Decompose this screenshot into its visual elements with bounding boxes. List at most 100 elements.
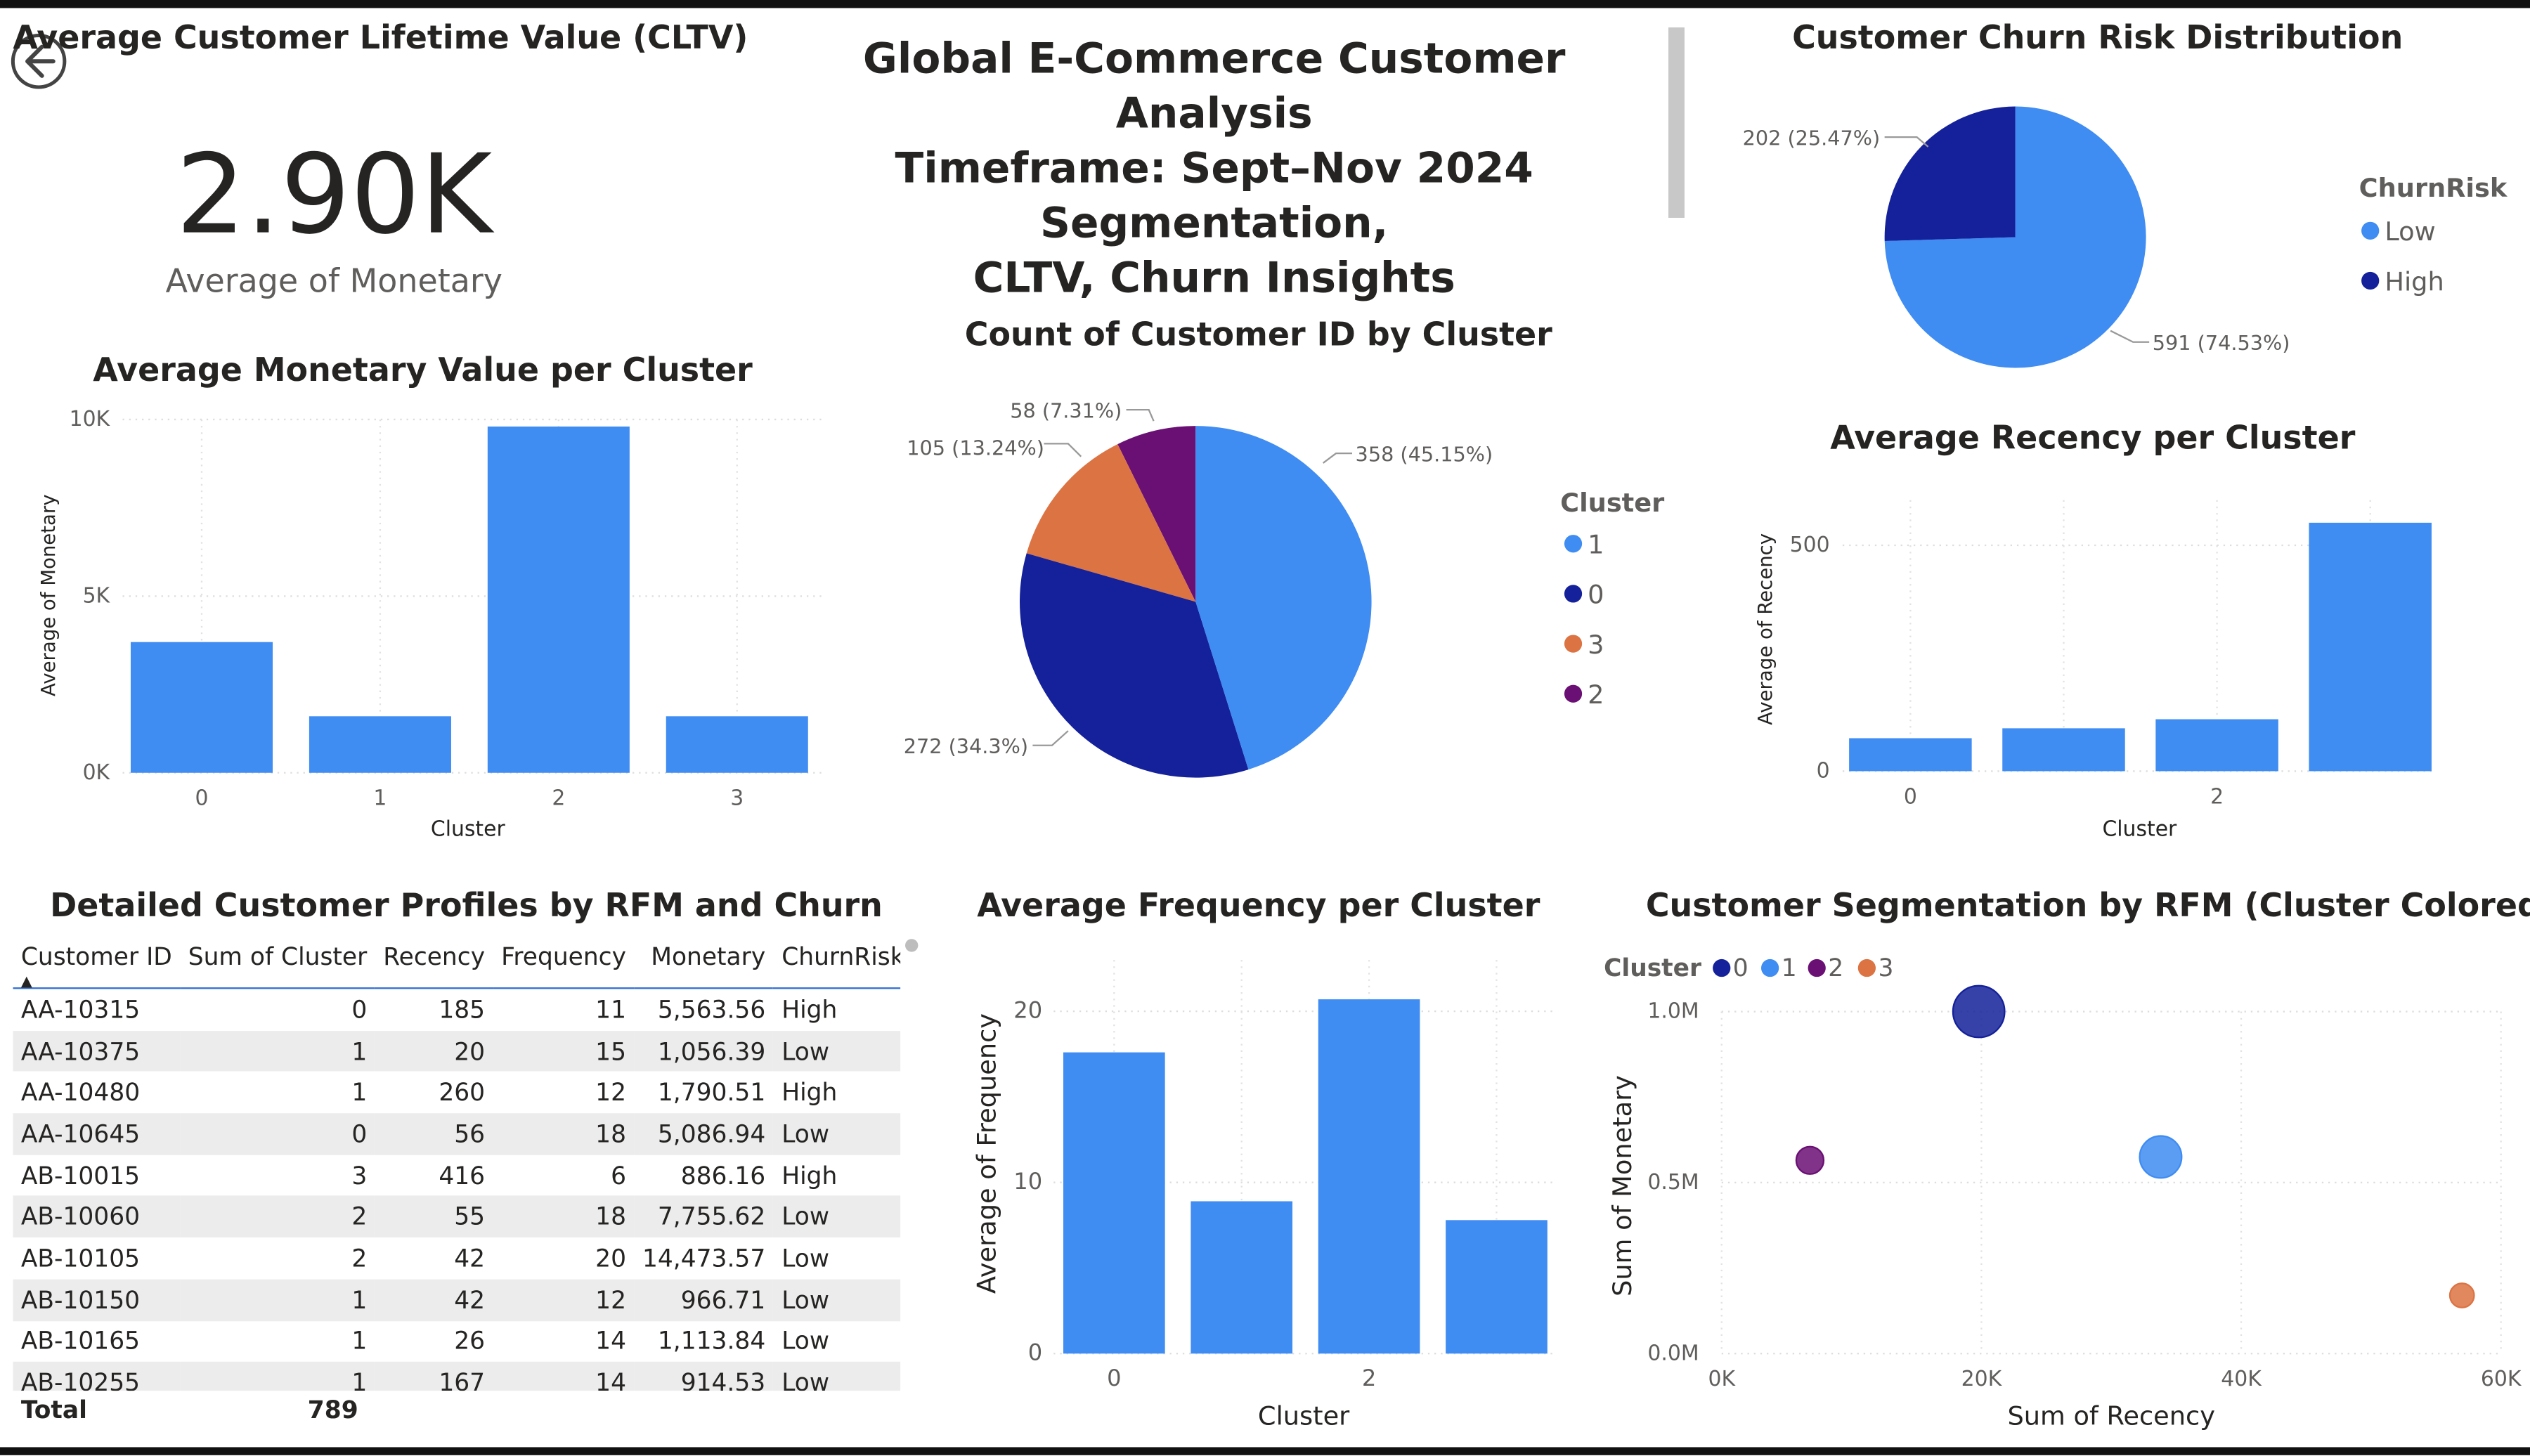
scatter-legend-0: 0 [1733, 954, 1749, 982]
churn-legend-low-marker [2361, 221, 2380, 240]
table-row[interactable]: AB-10165 1 26 14 1,113.84 Low [13, 1320, 901, 1363]
column-header-sum-of-cluster[interactable]: Sum of Cluster [180, 935, 375, 989]
monetary-bar[interactable] [666, 716, 808, 773]
scatter-xlabel: Sum of Recency [2007, 1400, 2215, 1431]
table-cell: 1 [351, 1036, 368, 1066]
table-cell: 1 [351, 1368, 368, 1391]
monetary-bar[interactable] [309, 716, 451, 773]
table-cell: AB-10015 [20, 1161, 141, 1190]
cluster-slice-1[interactable] [1195, 426, 1372, 770]
table-cell: 416 [439, 1161, 486, 1190]
table-cell: Low [781, 1244, 830, 1273]
frequency-ytick: 20 [1013, 996, 1042, 1023]
cluster-legend-3[interactable]: 3 [1588, 630, 1604, 660]
churn-slice-high[interactable] [1884, 106, 2016, 242]
churn-legend-low[interactable]: Low [2385, 216, 2435, 247]
table-row[interactable]: AA-10645 0 56 18 5,086.94 Low [13, 1113, 901, 1155]
monetary-bar[interactable] [130, 642, 273, 773]
churn-chart-title: Customer Churn Risk Distribution [1792, 18, 2404, 57]
table-cell: High [781, 1161, 838, 1190]
monetary-xtick: 0 [195, 786, 208, 811]
table-row[interactable]: AA-10315 0 185 11 5,563.56 High [13, 988, 901, 1031]
column-header-customer-id[interactable]: Customer ID ▲ [13, 935, 181, 991]
monetary-xtick: 3 [730, 786, 744, 811]
churn-legend-high-marker [2361, 271, 2380, 290]
cluster-label-2: 58 (7.31%) [1010, 399, 1122, 423]
table-cell: High [781, 1078, 838, 1107]
table-cell: 260 [439, 1078, 486, 1107]
cluster-slice-3[interactable] [1026, 444, 1196, 602]
table-cell: 167 [439, 1368, 486, 1391]
recency-bar[interactable] [2155, 719, 2278, 772]
cluster-legend-2[interactable]: 2 [1588, 680, 1604, 710]
churn-legend-high[interactable]: High [2385, 266, 2444, 297]
table-cell: 18 [595, 1119, 626, 1149]
churn-pie-chart: 202 (25.47%) 591 (74.53%) ChurnRisk Low … [1743, 106, 2508, 368]
column-header-churnrisk[interactable]: ChurnRisk [773, 935, 901, 989]
frequency-bar[interactable] [1318, 999, 1420, 1354]
recency-xlabel: Cluster [2102, 817, 2177, 841]
header-line-1: Global E-Commerce Customer Analysis [862, 35, 1566, 139]
monetary-bar[interactable] [487, 426, 630, 773]
table-title: Detailed Customer Profiles by RFM and Ch… [50, 885, 883, 925]
cluster-count-pie-chart: 58 (7.31%) 105 (13.24%) 358 (45.15%) 272… [904, 399, 1664, 778]
cluster-legend-0-marker [1564, 585, 1583, 603]
scatter-point-cluster-1[interactable] [2139, 1135, 2183, 1179]
back-arrow-icon [11, 33, 67, 89]
scatter-point-cluster-2[interactable] [1795, 1145, 1825, 1175]
cluster-slice-2[interactable] [1117, 426, 1196, 602]
table-cell: 1,113.84 [657, 1327, 766, 1356]
cluster-legend-1[interactable]: 1 [1588, 530, 1604, 560]
frequency-bar[interactable] [1446, 1220, 1548, 1354]
table-cell: 42 [454, 1285, 486, 1315]
column-header-monetary[interactable]: Monetary [634, 935, 774, 989]
table-cell: 20 [454, 1036, 486, 1066]
recency-bar[interactable] [2002, 728, 2125, 772]
table-row[interactable]: AB-10060 2 55 18 7,755.62 Low [13, 1196, 901, 1238]
monetary-xtick: 2 [552, 786, 565, 811]
table-cell: Low [781, 1202, 830, 1232]
cluster-legend-0[interactable]: 0 [1588, 580, 1604, 610]
scatter-point-cluster-3[interactable] [2448, 1282, 2475, 1308]
scatter-legend-2: 2 [1828, 954, 1843, 982]
recency-xtick: 2 [2210, 784, 2224, 809]
table-cell: 5,086.94 [657, 1119, 766, 1149]
table-cell: AB-10165 [20, 1327, 141, 1356]
header-line-3: CLTV, Churn Insights [973, 254, 1455, 304]
table-cell: 5,563.56 [657, 995, 766, 1025]
frequency-xlabel: Cluster [1258, 1400, 1350, 1431]
frequency-chart-title: Average Frequency per Cluster [977, 885, 1540, 925]
recency-bar[interactable] [2309, 522, 2432, 772]
churn-slice-low[interactable] [1884, 106, 2146, 368]
table-cell: 14 [595, 1368, 626, 1391]
scatter-xtick: 20K [1961, 1367, 2003, 1391]
column-header-frequency[interactable]: Frequency [493, 935, 635, 989]
frequency-bar[interactable] [1063, 1052, 1165, 1354]
table-cell: 12 [595, 1285, 626, 1315]
scatter-point-cluster-0[interactable] [1952, 984, 2006, 1039]
table-cell: 6 [611, 1161, 626, 1190]
cluster-label-0: 272 (34.3%) [904, 734, 1028, 758]
table-total-row: Total 789 [13, 1391, 900, 1433]
table-row[interactable]: AB-10255 1 167 14 914.53 Low [13, 1362, 901, 1391]
table-row[interactable]: AB-10105 2 42 20 14,473.57 Low [13, 1237, 901, 1280]
churn-legend-title: ChurnRisk [2359, 173, 2508, 203]
table-row[interactable]: AA-10375 1 20 15 1,056.39 Low [13, 1030, 901, 1072]
table-row[interactable]: AA-10480 1 260 12 1,790.51 High [13, 1072, 901, 1114]
table-row[interactable]: AB-10150 1 42 12 966.71 Low [13, 1279, 901, 1321]
frequency-bar[interactable] [1191, 1201, 1293, 1354]
cluster-slice-0[interactable] [1020, 553, 1249, 778]
table-cell: AB-10255 [20, 1368, 141, 1391]
back-button[interactable] [8, 31, 69, 92]
monetary-xtick: 1 [373, 786, 387, 811]
table-cell: Low [781, 1036, 830, 1066]
table-scrollbar-thumb[interactable] [905, 939, 919, 952]
cluster-count-title: Count of Customer ID by Cluster [964, 314, 1552, 353]
recency-bar[interactable] [1849, 738, 1972, 772]
cluster-legend-3-marker [1564, 635, 1583, 653]
table-cell: 18 [595, 1202, 626, 1232]
customer-profile-table: Customer ID ▲ Sum of Cluster Recency Frequen… [13, 935, 901, 1391]
table-row[interactable]: AB-10015 3 416 6 886.16 High [13, 1155, 901, 1197]
column-header-recency[interactable]: Recency [375, 935, 493, 989]
